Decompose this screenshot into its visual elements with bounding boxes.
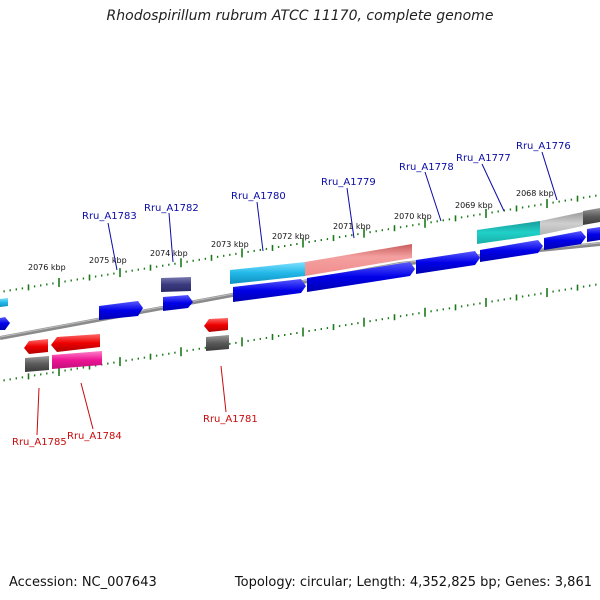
- gene-arrow[interactable]: [416, 251, 480, 274]
- feature-block[interactable]: [540, 212, 583, 235]
- gene-arrow[interactable]: [163, 295, 193, 311]
- kbp-label: 2070 kbp: [394, 212, 432, 221]
- gene-arrow[interactable]: [480, 240, 543, 262]
- kbp-label: 2068 kbp: [516, 189, 554, 198]
- gene-arrow[interactable]: [233, 279, 306, 302]
- map-title: Rhodospirillum rubrum ATCC 11170, comple…: [106, 8, 494, 24]
- feature-block[interactable]: [230, 262, 305, 284]
- feature-block[interactable]: [583, 208, 600, 225]
- gene-label[interactable]: Rru_A1776: [516, 141, 571, 152]
- gene-labels-bottom: Rru_A1785 Rru_A1784 Rru_A1781: [12, 414, 258, 448]
- kbp-label: 2073 kbp: [211, 240, 249, 249]
- gene-arrow[interactable]: [24, 339, 48, 354]
- accession-text: Accession: NC_007643: [9, 575, 157, 590]
- kbp-label: 2075 kbp: [89, 256, 127, 265]
- gene-label[interactable]: Rru_A1785: [12, 437, 67, 448]
- gene-track-forward: [0, 227, 600, 330]
- kbp-label: 2069 kbp: [455, 201, 493, 210]
- gene-arrow[interactable]: [307, 262, 415, 292]
- gene-arrow[interactable]: [99, 301, 143, 320]
- gene-label[interactable]: Rru_A1780: [231, 191, 286, 202]
- feature-block[interactable]: [477, 221, 540, 244]
- feature-track-upper: [0, 208, 600, 307]
- gene-label[interactable]: Rru_A1777: [456, 153, 511, 164]
- feature-block[interactable]: [0, 298, 8, 307]
- gene-label[interactable]: Rru_A1779: [321, 177, 376, 188]
- gene-label[interactable]: Rru_A1778: [399, 162, 454, 173]
- gene-label[interactable]: Rru_A1783: [82, 211, 137, 222]
- gene-labels-top: Rru_A1783 Rru_A1782 Rru_A1780 Rru_A1779 …: [82, 141, 571, 222]
- genome-summary-text: Topology: circular; Length: 4,352,825 bp…: [234, 575, 592, 590]
- gene-label[interactable]: Rru_A1784: [67, 431, 122, 442]
- gene-arrow[interactable]: [587, 227, 600, 242]
- gene-label[interactable]: Rru_A1782: [144, 203, 199, 214]
- tick-row-bottom: [3, 283, 597, 382]
- kbp-label: 2071 kbp: [333, 222, 371, 231]
- gene-label[interactable]: Rru_A1781: [203, 414, 258, 425]
- feature-block[interactable]: [161, 277, 191, 292]
- feature-block[interactable]: [25, 356, 49, 372]
- gene-arrow[interactable]: [204, 318, 228, 332]
- kbp-label: 2074 kbp: [150, 249, 188, 258]
- feature-block[interactable]: [206, 335, 229, 351]
- kbp-labels: 2076 kbp 2075 kbp 2074 kbp 2073 kbp 2072…: [28, 189, 554, 272]
- tick-row-top: [3, 194, 597, 293]
- feature-track-lower: [25, 335, 229, 372]
- feature-block[interactable]: [52, 351, 102, 369]
- gene-track-reverse: [24, 318, 228, 354]
- kbp-label: 2076 kbp: [28, 263, 66, 272]
- label-connectors: [36, 151, 558, 436]
- gene-arrow[interactable]: [51, 334, 100, 352]
- gene-arrow[interactable]: [0, 317, 10, 330]
- gene-arrow[interactable]: [544, 231, 586, 250]
- feature-block[interactable]: [305, 244, 412, 276]
- kbp-label: 2072 kbp: [272, 232, 310, 241]
